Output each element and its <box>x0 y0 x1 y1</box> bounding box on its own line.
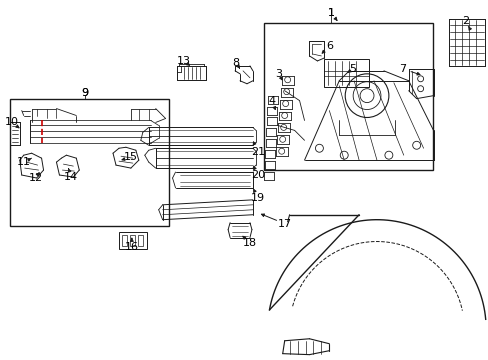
Text: 9: 9 <box>81 88 89 98</box>
Text: 2: 2 <box>461 16 468 26</box>
Text: 19: 19 <box>250 193 264 203</box>
Text: 18: 18 <box>243 238 257 248</box>
Text: 15: 15 <box>123 152 138 162</box>
Bar <box>10 99 168 226</box>
Text: 20: 20 <box>250 170 264 180</box>
Text: 13: 13 <box>176 56 190 66</box>
Text: 9: 9 <box>81 88 89 98</box>
Text: 14: 14 <box>64 172 78 182</box>
Text: 8: 8 <box>232 58 239 68</box>
Text: 16: 16 <box>124 243 139 252</box>
Text: 6: 6 <box>325 41 332 51</box>
Text: 12: 12 <box>28 173 42 183</box>
Bar <box>122 235 127 247</box>
Text: 3: 3 <box>275 69 282 79</box>
Text: 21: 21 <box>250 147 264 157</box>
Text: 5: 5 <box>349 64 356 74</box>
Bar <box>264 23 432 170</box>
Text: 17: 17 <box>277 219 291 229</box>
Bar <box>119 231 146 249</box>
Text: 1: 1 <box>327 8 334 18</box>
Text: 7: 7 <box>398 64 406 74</box>
Bar <box>130 235 135 247</box>
Text: 1: 1 <box>327 8 334 18</box>
Text: 4: 4 <box>268 96 275 105</box>
Text: 10: 10 <box>5 117 19 127</box>
Bar <box>324 59 368 87</box>
Text: 11: 11 <box>17 157 31 167</box>
Bar <box>138 235 142 247</box>
